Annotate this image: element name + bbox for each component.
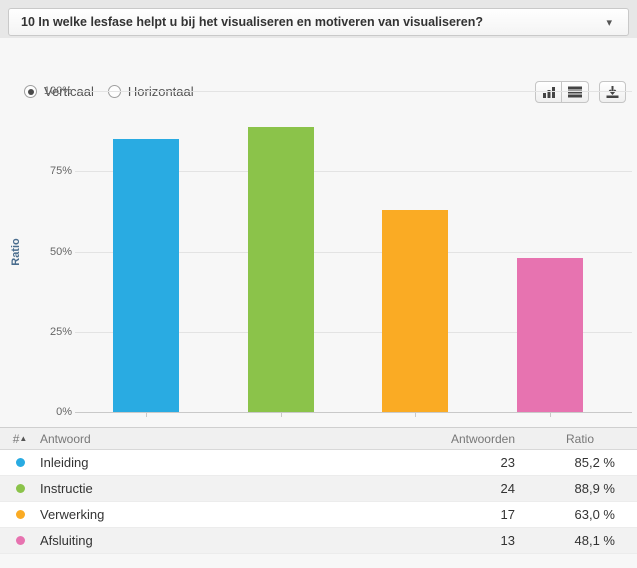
legend-marker-cell [0, 510, 40, 519]
y-tick-label: 75% [49, 165, 72, 178]
download-icon [606, 85, 619, 98]
y-tick-label: 25% [49, 325, 72, 338]
sort-ascending-icon: ▲ [19, 433, 28, 443]
gridline [75, 171, 632, 173]
series-color-dot [15, 458, 25, 467]
horizontal-bars-icon [568, 86, 582, 98]
series-color-dot [15, 510, 25, 519]
table-row: Instructie 24 88,9 % [0, 476, 637, 502]
chart-toolbar [535, 81, 626, 103]
series-color-dot [15, 536, 25, 545]
orientation-radio-group: Verticaal Horizontaal [24, 84, 194, 99]
y-tick-label: 100% [43, 85, 72, 97]
legend-marker-cell [0, 484, 40, 493]
legend-marker-cell [0, 458, 40, 467]
bar-instructie [247, 126, 314, 412]
table-row: Verwerking 17 63,0 % [0, 502, 637, 528]
x-axis-tick [549, 413, 551, 417]
question-title: 10 In welke lesfase helpt u bij het visu… [21, 15, 483, 29]
count-cell: 13 [500, 533, 515, 548]
question-selector[interactable]: 10 In welke lesfase helpt u bij het visu… [8, 8, 629, 36]
count-cell: 17 [500, 507, 515, 522]
series-color-dot [15, 484, 25, 493]
table-header-row: #▲ Antwoord Antwoorden Ratio [0, 427, 637, 450]
answer-cell: Inleiding [40, 455, 89, 470]
count-cell: 24 [500, 481, 515, 496]
ratio-cell: 88,9 % [574, 481, 615, 496]
y-axis-title: Ratio [10, 238, 22, 266]
table-body: Inleiding 23 85,2 % Instructie 24 88,9 % Verwe… [0, 450, 637, 554]
gridline [75, 251, 632, 253]
chart-type-button-group [535, 81, 589, 103]
horizontal-bars-button[interactable] [562, 81, 589, 103]
answer-cell: Afsluiting [40, 533, 93, 548]
table-row: Afsluiting 13 48,1 % [0, 528, 637, 554]
bar-verwerking [382, 209, 448, 412]
ratio-cell: 63,0 % [574, 507, 615, 522]
y-tick-label: 50% [49, 245, 72, 258]
answer-cell: Instructie [40, 481, 93, 496]
bar-chart-button[interactable] [535, 81, 562, 103]
bar-chart-icon [542, 87, 555, 98]
legend-marker-cell [0, 536, 40, 545]
x-axis-tick [146, 413, 147, 417]
table-header-index[interactable]: #▲ [12, 431, 28, 446]
gridline [75, 91, 632, 92]
x-axis-line [75, 412, 632, 413]
radio-verticaal-label: Verticaal [44, 84, 94, 99]
results-table: #▲ Antwoord Antwoorden Ratio Inleiding 23… [0, 427, 637, 554]
results-panel: Verticaal Horizontaal [0, 38, 637, 568]
table-header-ratio[interactable]: Ratio [565, 431, 594, 446]
table-row: Inleiding 23 85,2 % [0, 450, 637, 476]
download-button[interactable] [599, 81, 626, 103]
radio-button-icon[interactable] [24, 85, 37, 98]
ratio-cell: 85,2 % [574, 455, 615, 470]
table-header-answer[interactable]: Antwoord [40, 431, 91, 446]
gridline [75, 331, 632, 333]
table-header-count[interactable]: Antwoorden [450, 431, 515, 446]
ratio-cell: 48,1 % [574, 533, 615, 548]
radio-verticaal[interactable]: Verticaal [24, 84, 94, 99]
y-tick-label: 0% [56, 406, 72, 418]
x-axis-tick [280, 413, 282, 417]
answer-cell: Verwerking [40, 507, 105, 522]
bar-inleiding [113, 138, 179, 412]
chevron-down-icon: ▾ [606, 16, 612, 29]
bar-afsluiting [516, 257, 583, 412]
x-axis-tick [415, 413, 416, 417]
count-cell: 23 [500, 455, 515, 470]
